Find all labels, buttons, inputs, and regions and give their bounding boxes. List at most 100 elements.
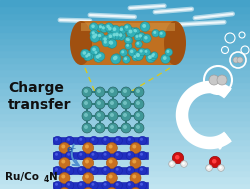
Circle shape — [209, 75, 219, 85]
Circle shape — [126, 27, 136, 37]
Circle shape — [95, 111, 105, 121]
Circle shape — [142, 34, 151, 43]
Circle shape — [90, 151, 98, 160]
Circle shape — [85, 51, 94, 60]
Circle shape — [59, 157, 70, 169]
Bar — [0, 120, 250, 126]
Circle shape — [181, 161, 187, 167]
Circle shape — [111, 31, 120, 40]
Circle shape — [123, 113, 127, 117]
Circle shape — [128, 138, 131, 141]
Bar — [52, 167, 148, 174]
Circle shape — [140, 153, 143, 156]
Circle shape — [126, 151, 134, 160]
Circle shape — [90, 136, 98, 145]
Circle shape — [123, 101, 127, 105]
Circle shape — [92, 32, 100, 40]
Circle shape — [112, 27, 116, 31]
Circle shape — [108, 39, 117, 48]
Circle shape — [53, 166, 62, 175]
Bar — [81, 23, 175, 31]
Circle shape — [132, 145, 136, 149]
Ellipse shape — [164, 21, 186, 65]
Circle shape — [109, 145, 113, 149]
Circle shape — [123, 125, 127, 129]
Circle shape — [102, 166, 110, 175]
Circle shape — [124, 57, 127, 60]
Circle shape — [102, 151, 110, 160]
Circle shape — [133, 55, 136, 58]
Circle shape — [102, 39, 110, 47]
Circle shape — [96, 32, 104, 41]
Circle shape — [135, 52, 143, 60]
Bar — [0, 0, 250, 6]
Circle shape — [79, 168, 82, 171]
Circle shape — [138, 48, 146, 56]
Circle shape — [130, 50, 134, 53]
Bar — [0, 25, 250, 32]
Circle shape — [111, 54, 120, 64]
Circle shape — [61, 174, 65, 178]
Circle shape — [136, 54, 140, 57]
Circle shape — [161, 54, 170, 64]
Circle shape — [121, 99, 131, 109]
Circle shape — [106, 25, 110, 28]
Circle shape — [55, 168, 58, 171]
Circle shape — [84, 101, 88, 105]
Circle shape — [78, 136, 86, 145]
Circle shape — [134, 51, 143, 60]
Circle shape — [151, 54, 154, 57]
Circle shape — [108, 27, 112, 30]
Circle shape — [112, 33, 116, 36]
Circle shape — [126, 166, 134, 175]
Circle shape — [92, 153, 94, 156]
Text: e⁻: e⁻ — [67, 145, 77, 154]
Circle shape — [172, 152, 184, 164]
Circle shape — [97, 113, 101, 117]
Circle shape — [163, 56, 166, 60]
Circle shape — [92, 168, 94, 171]
Bar — [0, 38, 250, 44]
Circle shape — [128, 48, 137, 57]
Circle shape — [134, 123, 144, 133]
Circle shape — [126, 136, 134, 145]
Circle shape — [66, 151, 74, 160]
Circle shape — [92, 138, 94, 141]
Circle shape — [83, 173, 94, 184]
Circle shape — [97, 101, 101, 105]
Circle shape — [98, 54, 102, 57]
Circle shape — [110, 89, 114, 93]
Bar — [0, 183, 250, 189]
Text: Ru/Co: Ru/Co — [5, 172, 39, 182]
Circle shape — [132, 54, 139, 61]
Circle shape — [92, 31, 95, 35]
Circle shape — [135, 41, 142, 48]
Circle shape — [53, 136, 62, 145]
Circle shape — [66, 166, 74, 175]
Circle shape — [67, 153, 70, 156]
Circle shape — [104, 153, 106, 156]
Circle shape — [121, 111, 131, 121]
Circle shape — [92, 183, 94, 186]
Circle shape — [59, 143, 70, 153]
Circle shape — [136, 101, 140, 105]
Text: 4: 4 — [44, 175, 49, 184]
Circle shape — [87, 53, 90, 56]
Circle shape — [108, 123, 118, 133]
Circle shape — [85, 55, 88, 58]
Bar — [0, 126, 250, 132]
Circle shape — [55, 153, 58, 156]
Circle shape — [134, 111, 144, 121]
Bar — [0, 94, 250, 101]
Circle shape — [102, 136, 110, 145]
Circle shape — [106, 187, 117, 189]
Circle shape — [85, 145, 89, 149]
Circle shape — [59, 187, 70, 189]
Circle shape — [116, 168, 119, 171]
Circle shape — [114, 166, 122, 175]
Circle shape — [85, 174, 89, 178]
Circle shape — [110, 125, 114, 129]
Circle shape — [96, 55, 100, 59]
Circle shape — [133, 28, 140, 35]
Circle shape — [104, 23, 113, 32]
